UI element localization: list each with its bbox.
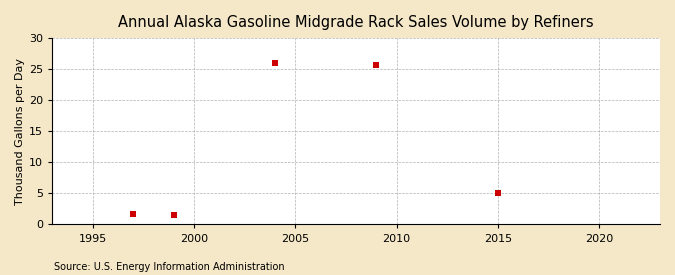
Point xyxy=(371,63,382,67)
Point xyxy=(128,212,139,216)
Text: Source: U.S. Energy Information Administration: Source: U.S. Energy Information Administ… xyxy=(54,262,285,272)
Point xyxy=(270,61,281,65)
Title: Annual Alaska Gasoline Midgrade Rack Sales Volume by Refiners: Annual Alaska Gasoline Midgrade Rack Sal… xyxy=(118,15,594,30)
Y-axis label: Thousand Gallons per Day: Thousand Gallons per Day xyxy=(15,58,25,205)
Point xyxy=(169,212,180,217)
Point xyxy=(493,191,504,195)
